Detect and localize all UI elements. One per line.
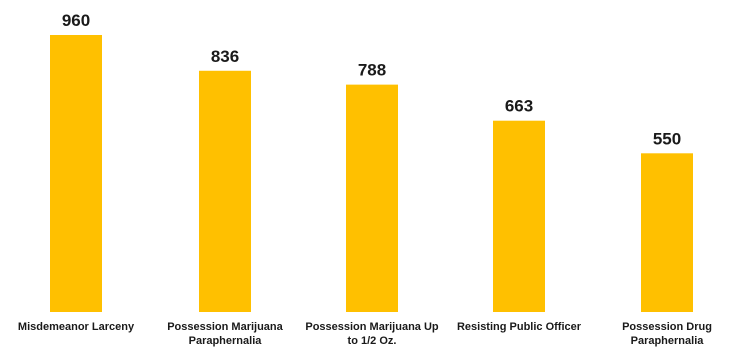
category-label-line: Possession Marijuana <box>167 321 283 333</box>
category-label-line: Paraphernalia <box>189 335 263 347</box>
bar-5 <box>641 153 693 312</box>
bar-2 <box>199 70 251 312</box>
category-label-line: Possession Drug <box>622 321 712 333</box>
category-label-1: Misdemeanor Larceny <box>18 321 135 333</box>
data-label-3: 788 <box>358 61 386 80</box>
data-label-4: 663 <box>505 97 533 116</box>
bar-3 <box>346 84 398 312</box>
category-label-line: Resisting Public Officer <box>457 321 582 333</box>
bar-4 <box>493 120 545 313</box>
data-label-5: 550 <box>653 129 681 148</box>
category-label-line: Possession Marijuana Up <box>305 321 439 333</box>
category-label-4: Resisting Public Officer <box>457 321 582 333</box>
category-label-line: Paraphernalia <box>631 335 705 347</box>
category-label-line: to 1/2 Oz. <box>348 335 397 347</box>
category-label-2: Possession Marijuana Paraphernalia <box>167 321 283 347</box>
category-label-5: Possession Drug Paraphernalia <box>622 321 712 347</box>
category-label-line: Misdemeanor Larceny <box>18 321 135 333</box>
bar-1 <box>50 35 102 312</box>
category-label-3: Possession Marijuana Up to 1/2 Oz. <box>305 321 439 347</box>
data-label-2: 836 <box>211 47 239 66</box>
data-label-1: 960 <box>62 11 90 30</box>
